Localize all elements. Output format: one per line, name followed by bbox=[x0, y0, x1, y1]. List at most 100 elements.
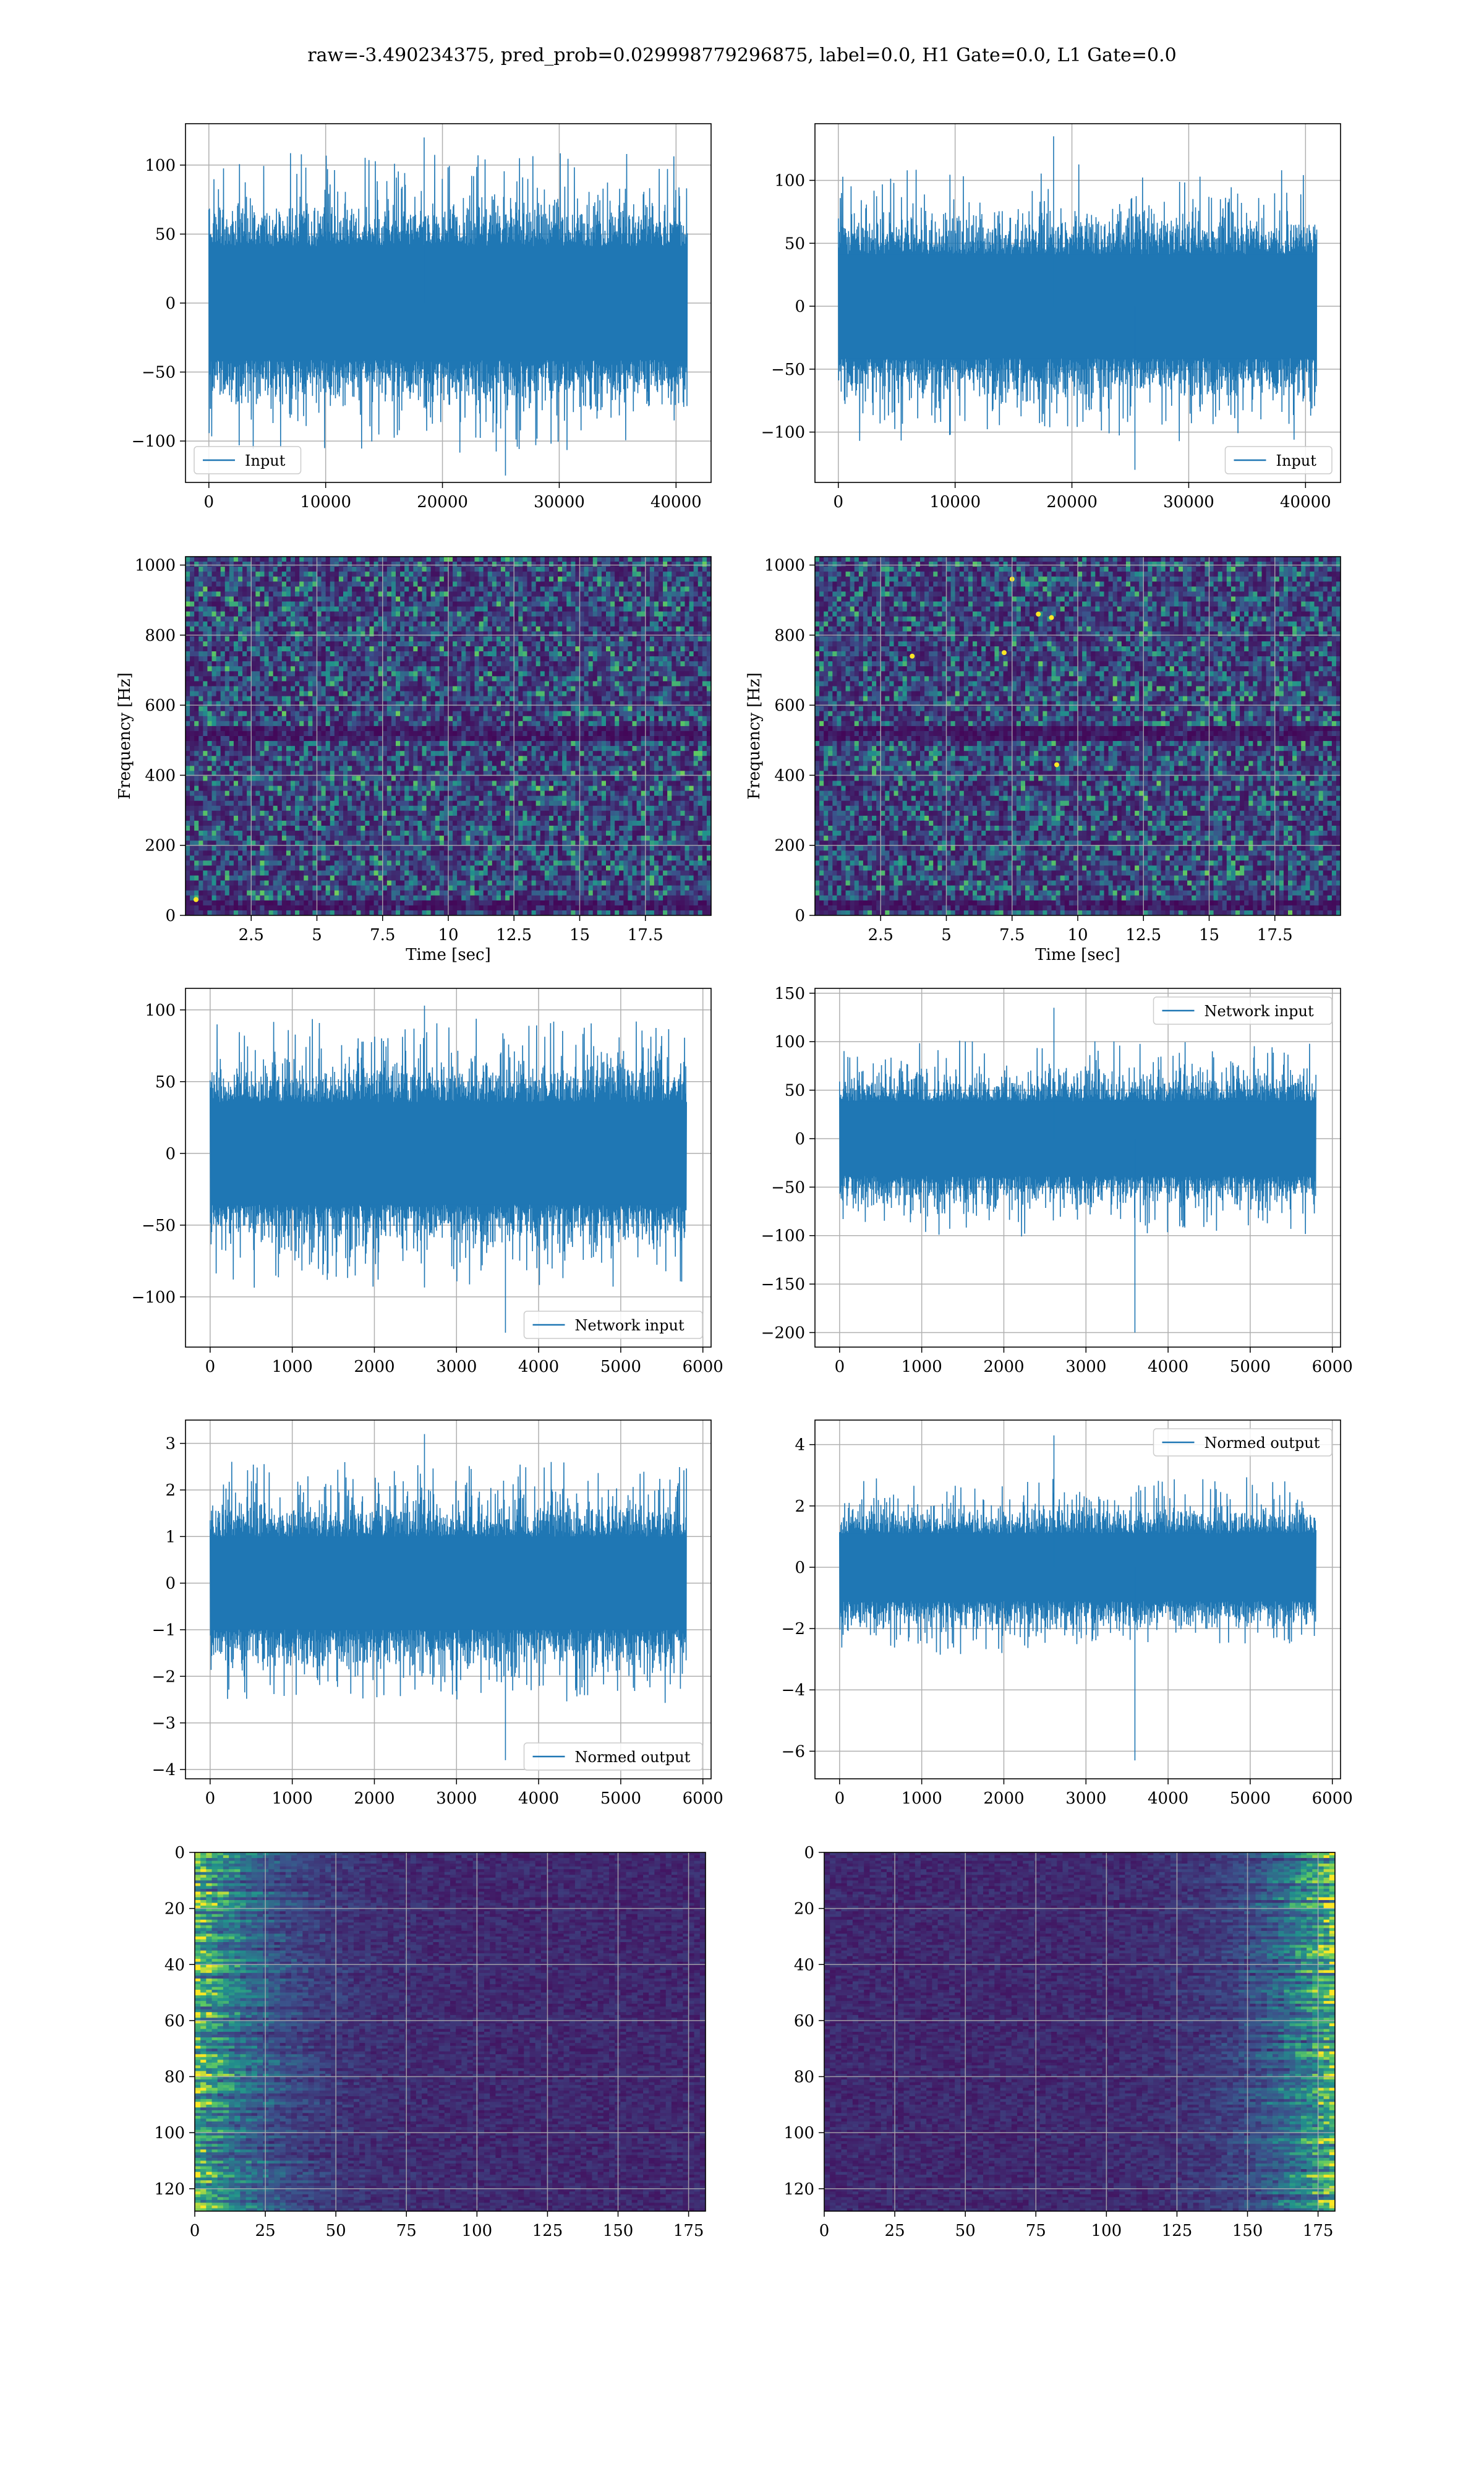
y-tick-label: −4 bbox=[152, 1761, 176, 1779]
y-tick-label: −2 bbox=[782, 1620, 805, 1638]
legend-frame bbox=[1153, 996, 1333, 1025]
x-tick-label: 0 bbox=[205, 1789, 216, 1808]
y-tick-label: 100 bbox=[145, 156, 176, 175]
axes-frame bbox=[814, 123, 1341, 483]
y-tick-label: 2 bbox=[165, 1481, 176, 1500]
x-tick-label: 2000 bbox=[983, 1358, 1024, 1376]
x-tick-label: 17.5 bbox=[1257, 926, 1293, 944]
series-line bbox=[838, 164, 1318, 442]
y-tick-label: 120 bbox=[154, 2180, 185, 2199]
x-tick-label: 7.5 bbox=[370, 926, 395, 944]
y-tick-label: 600 bbox=[145, 696, 176, 715]
x-tick-label: 100 bbox=[1091, 2222, 1122, 2240]
y-tick-label: 0 bbox=[795, 1130, 805, 1149]
x-tick-label: 20000 bbox=[417, 493, 468, 511]
grid-lines bbox=[186, 557, 711, 915]
x-axis-label: Time [sec] bbox=[1035, 946, 1120, 964]
chart-panel-h1-features: 0 25 50 75 100 125 150 175 0 20 40 60 80 100 120 bbox=[154, 1844, 706, 2240]
y-tick-label: 1 bbox=[165, 1528, 176, 1546]
x-tick-label: 6000 bbox=[683, 1358, 723, 1376]
series-core-band bbox=[208, 246, 688, 361]
chart-panel-l1-normed-output: Normed output 0 1000 2000 3000 4000 5000 6000 −6… bbox=[782, 1419, 1353, 1808]
x-tick-label: 1000 bbox=[272, 1789, 313, 1808]
x-tick-label: 12.5 bbox=[496, 926, 532, 944]
x-tick-label: 25 bbox=[885, 2222, 905, 2240]
axes-frame bbox=[814, 1419, 1341, 1779]
legend-frame bbox=[1224, 446, 1333, 474]
legend-frame bbox=[523, 1742, 703, 1771]
x-tick-label: 6000 bbox=[1312, 1789, 1353, 1808]
grid-lines bbox=[195, 1852, 706, 2211]
x-tick-label: 5000 bbox=[1230, 1358, 1271, 1376]
series-core-band bbox=[210, 1537, 687, 1630]
y-tick-label: 1000 bbox=[135, 557, 176, 575]
y-tick-label: 200 bbox=[145, 837, 176, 855]
heatmap-cells bbox=[195, 1852, 706, 2211]
grid-lines bbox=[815, 557, 1341, 915]
y-tick-label: 100 bbox=[783, 2124, 814, 2142]
series-line bbox=[208, 153, 688, 453]
chart-panel-h1-normed-output: Normed output 0 1000 2000 3000 4000 5000 6000 −4… bbox=[152, 1419, 723, 1808]
x-tick-label: 25 bbox=[255, 2222, 276, 2240]
x-tick-label: 2000 bbox=[354, 1789, 394, 1808]
chart-panel-l1-features: 0 25 50 75 100 125 150 175 0 20 40 60 80 100 120 bbox=[783, 1844, 1336, 2240]
legend-frame bbox=[194, 446, 302, 474]
y-tick-label: 800 bbox=[145, 627, 176, 645]
heatmap-cells bbox=[815, 557, 1341, 915]
axes-frame bbox=[185, 1419, 712, 1779]
figure-title: raw=-3.490234375, pred_prob=0.0299987792… bbox=[0, 45, 1484, 66]
y-tick-label: 60 bbox=[164, 2012, 185, 2031]
x-tick-label: 4000 bbox=[518, 1358, 559, 1376]
legend-label: Normed output bbox=[1205, 1434, 1320, 1452]
x-tick-label: 0 bbox=[204, 493, 215, 511]
y-tick-label: 50 bbox=[785, 1082, 805, 1100]
x-tick-label: 3000 bbox=[436, 1789, 477, 1808]
axes-frame bbox=[194, 1852, 706, 2212]
y-tick-label: 3 bbox=[165, 1435, 176, 1453]
legend: Normed output bbox=[1153, 1428, 1333, 1457]
heatmap-hotspot bbox=[1036, 611, 1041, 617]
y-tick-label: −3 bbox=[152, 1714, 176, 1733]
x-tick-label: 175 bbox=[673, 2222, 704, 2240]
y-tick-label: 100 bbox=[774, 1033, 805, 1051]
y-tick-label: 0 bbox=[165, 1145, 176, 1163]
heatmap-cells bbox=[824, 1852, 1335, 2211]
heatmap-hotspot bbox=[194, 897, 198, 902]
x-tick-label: 1000 bbox=[902, 1358, 942, 1376]
x-tick-label: 15 bbox=[569, 926, 590, 944]
x-tick-label: 7.5 bbox=[999, 926, 1025, 944]
chart-panel-l1-input: Input 0 10000 20000 30000 40000 −100 −50 0 50 100 bbox=[761, 123, 1341, 511]
y-tick-label: −1 bbox=[152, 1621, 176, 1640]
legend: Input bbox=[194, 446, 302, 474]
x-tick-label: 17.5 bbox=[628, 926, 663, 944]
x-tick-label: 10000 bbox=[929, 493, 981, 511]
x-tick-label: 20000 bbox=[1046, 493, 1098, 511]
series-Network input bbox=[210, 1005, 687, 1333]
legend-label: Input bbox=[1276, 452, 1317, 469]
x-tick-label: 75 bbox=[1026, 2222, 1046, 2240]
y-tick-label: 0 bbox=[795, 907, 805, 925]
series-Network input bbox=[839, 1008, 1316, 1333]
y-tick-label: 20 bbox=[164, 1900, 185, 1919]
y-tick-label: 2 bbox=[795, 1497, 805, 1516]
x-tick-label: 3000 bbox=[1065, 1358, 1106, 1376]
x-tick-label: 4000 bbox=[1148, 1358, 1188, 1376]
series-core-band bbox=[839, 1101, 1316, 1176]
grid-lines bbox=[186, 1420, 711, 1779]
x-axis-label: Time [sec] bbox=[406, 946, 491, 964]
x-tick-label: 10 bbox=[1067, 926, 1088, 944]
x-tick-label: 3000 bbox=[436, 1358, 477, 1376]
x-tick-label: 1000 bbox=[272, 1358, 313, 1376]
legend: Network input bbox=[1153, 996, 1333, 1025]
y-tick-label: 0 bbox=[795, 297, 805, 316]
y-tick-label: −50 bbox=[142, 1217, 176, 1235]
y-tick-label: 40 bbox=[164, 1956, 185, 1974]
x-tick-label: 4000 bbox=[518, 1789, 559, 1808]
y-tick-label: 80 bbox=[164, 2068, 185, 2087]
y-tick-label: 50 bbox=[155, 225, 176, 244]
heatmap-hotspot bbox=[910, 653, 915, 659]
x-tick-label: 5000 bbox=[600, 1789, 641, 1808]
legend-label: Input bbox=[245, 452, 286, 469]
x-tick-label: 50 bbox=[326, 2222, 346, 2240]
